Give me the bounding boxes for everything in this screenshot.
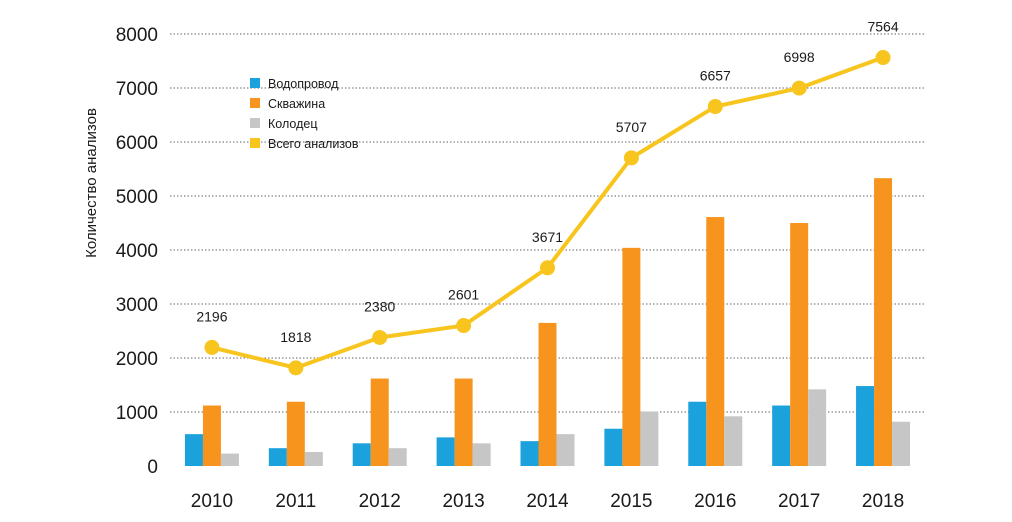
- x-tick-label: 2012: [359, 491, 401, 512]
- bars: [184, 178, 911, 466]
- y-tick-label: 5000: [116, 187, 158, 208]
- legend-swatch: [250, 98, 260, 108]
- y-tick-label: 3000: [116, 295, 158, 316]
- bar: [520, 441, 539, 466]
- bar: [724, 416, 743, 466]
- total-point: [288, 360, 304, 376]
- y-tick-label: 1000: [116, 403, 158, 424]
- bar: [640, 411, 659, 466]
- legend-swatch: [250, 138, 260, 148]
- data-label: 1818: [280, 329, 311, 345]
- bar: [454, 378, 473, 466]
- bar: [472, 443, 491, 466]
- y-axis-ticks: 0 1000 2000 3000 4000 5000 6000 7000 8000: [116, 25, 158, 478]
- bar: [436, 437, 455, 466]
- x-tick-label: 2010: [191, 491, 233, 512]
- legend-label: Водопровод: [268, 77, 339, 91]
- bar: [604, 428, 623, 466]
- x-tick-label: 2018: [862, 491, 904, 512]
- bar: [538, 322, 557, 466]
- bar: [304, 451, 323, 466]
- bar: [388, 448, 407, 466]
- bar: [772, 405, 791, 466]
- legend-label: Скважина: [268, 97, 325, 111]
- total-point: [456, 318, 472, 334]
- bar: [874, 178, 893, 466]
- data-label: 6657: [700, 68, 731, 84]
- bar: [688, 401, 707, 466]
- total-line: 2196 1818 2380 2601 3671 5707 6657 6998 7564: [196, 19, 899, 376]
- legend-label: Всего анализов: [268, 137, 359, 151]
- data-label: 3671: [532, 229, 563, 245]
- y-tick-label: 8000: [116, 25, 158, 46]
- y-tick-label: 7000: [116, 79, 158, 100]
- x-tick-label: 2014: [526, 491, 569, 512]
- total-point: [791, 80, 807, 96]
- total-point: [875, 50, 891, 66]
- y-tick-label: 6000: [116, 133, 158, 154]
- x-axis-ticks: 2010 2011 2012 2013 2014 2015 2016 2017 2018: [191, 491, 904, 512]
- total-point: [540, 260, 555, 276]
- y-axis-label: Количество анализов: [83, 108, 100, 258]
- y-tick-label: 4000: [116, 241, 158, 262]
- legend-swatch: [250, 118, 260, 128]
- bar: [856, 386, 875, 466]
- legend: Водопровод Скважина Колодец Всего анализов: [250, 77, 359, 151]
- data-label: 5707: [616, 119, 647, 135]
- bar: [790, 223, 809, 466]
- bar: [706, 217, 725, 466]
- total-point: [204, 339, 220, 355]
- legend-swatch: [250, 78, 260, 88]
- bar: [268, 448, 287, 466]
- bar: [286, 401, 305, 466]
- bar: [220, 453, 239, 466]
- x-tick-label: 2015: [610, 491, 652, 512]
- bar: [352, 443, 371, 466]
- y-tick-label: 0: [147, 457, 158, 478]
- legend-label: Колодец: [268, 117, 317, 131]
- data-label: 2196: [196, 308, 227, 324]
- data-label: 2380: [364, 298, 395, 314]
- x-tick-label: 2017: [778, 491, 820, 512]
- bar: [892, 421, 911, 466]
- bar: [808, 389, 827, 466]
- x-tick-label: 2011: [275, 491, 316, 512]
- total-point: [372, 329, 388, 345]
- x-tick-label: 2016: [694, 491, 736, 512]
- total-point: [707, 99, 723, 115]
- data-label: 2601: [448, 287, 479, 303]
- bar: [556, 434, 575, 466]
- bar: [622, 247, 641, 466]
- bar: [184, 434, 203, 466]
- x-tick-label: 2013: [442, 491, 484, 512]
- bar: [370, 378, 389, 466]
- y-tick-label: 2000: [116, 349, 158, 370]
- total-point: [623, 150, 639, 166]
- data-label: 7564: [867, 19, 898, 35]
- bar: [202, 405, 221, 466]
- data-label: 6998: [784, 49, 815, 65]
